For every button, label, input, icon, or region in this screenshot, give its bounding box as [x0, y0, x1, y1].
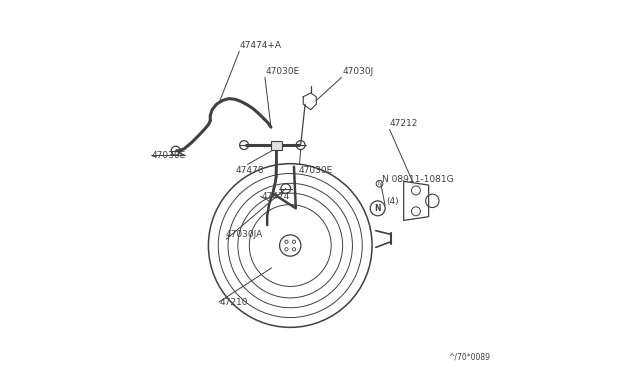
- Text: 47030E: 47030E: [266, 67, 300, 76]
- Bar: [271, 141, 282, 150]
- Circle shape: [292, 240, 296, 243]
- Text: ^/70*0089: ^/70*0089: [449, 353, 490, 362]
- Text: 47474: 47474: [261, 192, 289, 201]
- Text: (4): (4): [386, 197, 399, 206]
- Text: 47478: 47478: [235, 166, 264, 174]
- Text: N 08911-1081G: N 08911-1081G: [381, 175, 453, 184]
- Circle shape: [285, 248, 288, 251]
- Text: 47212: 47212: [390, 119, 419, 128]
- Text: 47030E: 47030E: [298, 166, 333, 174]
- Text: N: N: [374, 204, 381, 213]
- Text: 47030J: 47030J: [342, 67, 374, 76]
- Text: 47030E: 47030E: [151, 151, 186, 160]
- Text: 47030JA: 47030JA: [225, 230, 262, 239]
- Text: 47210: 47210: [220, 298, 248, 307]
- Text: 47474+A: 47474+A: [240, 41, 282, 50]
- Circle shape: [285, 240, 288, 243]
- Circle shape: [292, 248, 296, 251]
- Text: N: N: [378, 181, 381, 186]
